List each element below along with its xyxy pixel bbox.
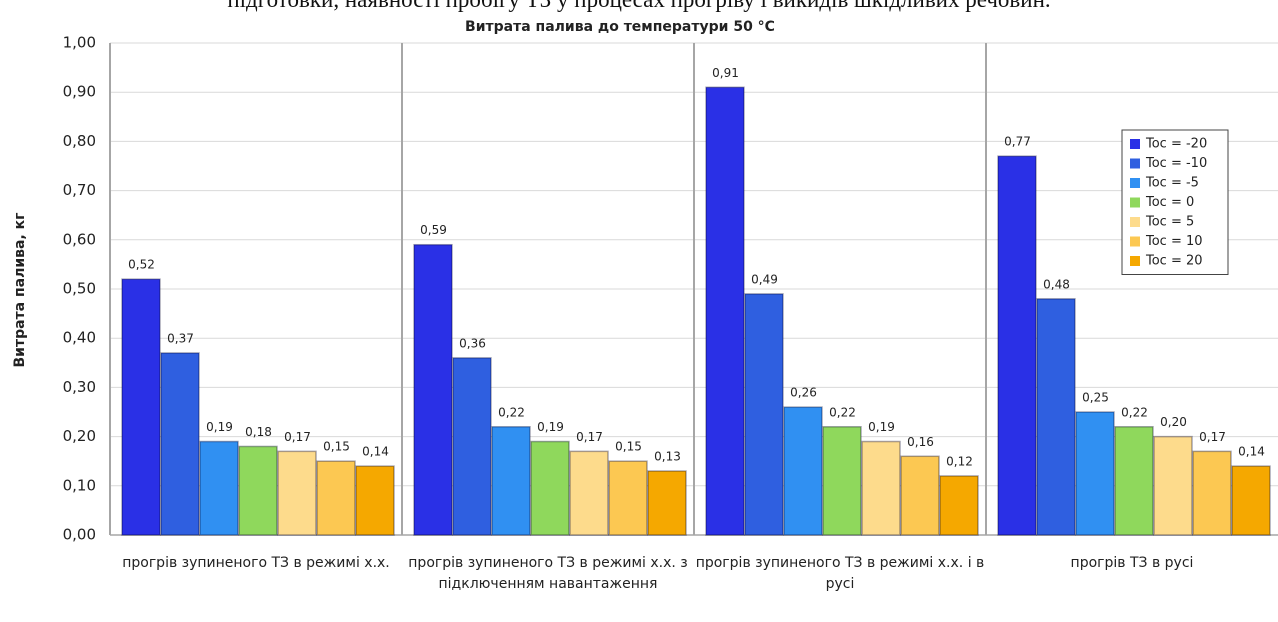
data-label: 0,22 [498, 405, 525, 419]
bar [530, 440, 570, 536]
legend-label: Toc = -20 [1145, 137, 1207, 152]
bar [608, 460, 648, 536]
legend-label: Toc = 0 [1145, 195, 1194, 210]
legend-swatch [1130, 178, 1140, 188]
y-tick-label: 0,00 [63, 526, 96, 544]
y-axis-label: Витрата палива, кг [12, 213, 28, 368]
bar [783, 406, 823, 536]
bar [822, 426, 862, 536]
data-label: 0,22 [1121, 405, 1148, 419]
data-label: 0,15 [323, 440, 350, 454]
legend-label: Toc = -5 [1145, 176, 1199, 191]
y-tick-label: 0,60 [63, 230, 96, 248]
data-label: 0,14 [1238, 445, 1265, 459]
bar [355, 465, 395, 536]
data-label: 0,14 [362, 445, 389, 459]
bar [1036, 298, 1076, 536]
bar [705, 86, 745, 536]
bar [491, 426, 531, 536]
data-label: 0,19 [206, 420, 233, 434]
data-label: 0,13 [654, 450, 681, 464]
text-above: підготовки, наявності пробігу ТЗ у проце… [0, 0, 1278, 13]
data-label: 0,25 [1082, 391, 1109, 405]
legend-swatch [1130, 256, 1140, 266]
legend-swatch [1130, 158, 1140, 169]
legend-swatch [1130, 236, 1140, 247]
data-label: 0,36 [459, 336, 486, 350]
y-tick-label: 0,90 [63, 83, 96, 101]
bar [452, 357, 492, 536]
chart-title: Витрата палива до температури 50 °С [465, 19, 775, 35]
bar [1231, 465, 1271, 536]
data-label: 0,59 [420, 223, 447, 237]
data-label: 0,15 [615, 440, 642, 454]
data-label: 0,12 [946, 454, 973, 468]
y-tick-label: 1,00 [63, 34, 96, 52]
y-tick-label: 0,40 [63, 329, 96, 347]
x-tick-label: прогрів зупиненого ТЗ в режимі х.х. [122, 555, 390, 571]
data-label: 0,17 [1199, 430, 1226, 444]
bar [238, 445, 278, 536]
bar [121, 278, 161, 536]
data-label: 0,17 [284, 430, 311, 444]
data-label: 0,19 [868, 420, 895, 434]
bar [569, 450, 609, 536]
bar [1114, 426, 1154, 536]
bar [160, 352, 200, 536]
y-tick-label: 0,70 [63, 181, 96, 199]
legend-swatch [1130, 217, 1140, 227]
bar [413, 243, 453, 536]
legend-label: Toc = 20 [1145, 254, 1203, 269]
bar [1075, 411, 1115, 536]
data-label: 0,52 [128, 258, 155, 272]
y-tick-label: 0,10 [63, 476, 96, 494]
y-tick-label: 0,50 [63, 280, 96, 298]
x-tick-label: прогрів ТЗ в русі [1070, 555, 1194, 571]
y-tick-label: 0,20 [63, 427, 96, 445]
bar [199, 440, 239, 536]
data-label: 0,22 [829, 405, 856, 419]
bar [861, 440, 901, 536]
x-tick-label: прогрів зупиненого ТЗ в режимі х.х. і в … [695, 555, 985, 592]
data-label: 0,49 [751, 272, 778, 286]
bar [1192, 450, 1232, 536]
bar [997, 155, 1037, 536]
legend-label: Toc = -10 [1145, 156, 1207, 171]
data-label: 0,26 [790, 386, 817, 400]
bar [939, 475, 979, 536]
x-tick-label: прогрів зупиненого ТЗ в режимі х.х. з пі… [408, 555, 688, 592]
legend-swatch [1130, 139, 1140, 149]
data-label: 0,48 [1043, 277, 1070, 291]
bar [277, 450, 317, 536]
bar [744, 293, 784, 536]
bar [900, 455, 940, 536]
data-label: 0,19 [537, 420, 564, 434]
y-tick-label: 0,30 [63, 378, 96, 396]
legend-label: Toc = 10 [1145, 234, 1203, 249]
data-label: 0,77 [1004, 135, 1031, 149]
bar [316, 460, 356, 536]
data-label: 0,37 [167, 331, 194, 345]
bar [1153, 435, 1193, 536]
bar [647, 470, 687, 536]
data-label: 0,16 [907, 435, 934, 449]
data-label: 0,18 [245, 425, 272, 439]
data-label: 0,17 [576, 430, 603, 444]
data-label: 0,20 [1160, 415, 1187, 429]
data-label: 0,91 [712, 66, 739, 80]
legend-label: Toc = 5 [1145, 215, 1194, 230]
y-tick-label: 0,80 [63, 132, 96, 150]
legend-swatch [1130, 197, 1140, 208]
